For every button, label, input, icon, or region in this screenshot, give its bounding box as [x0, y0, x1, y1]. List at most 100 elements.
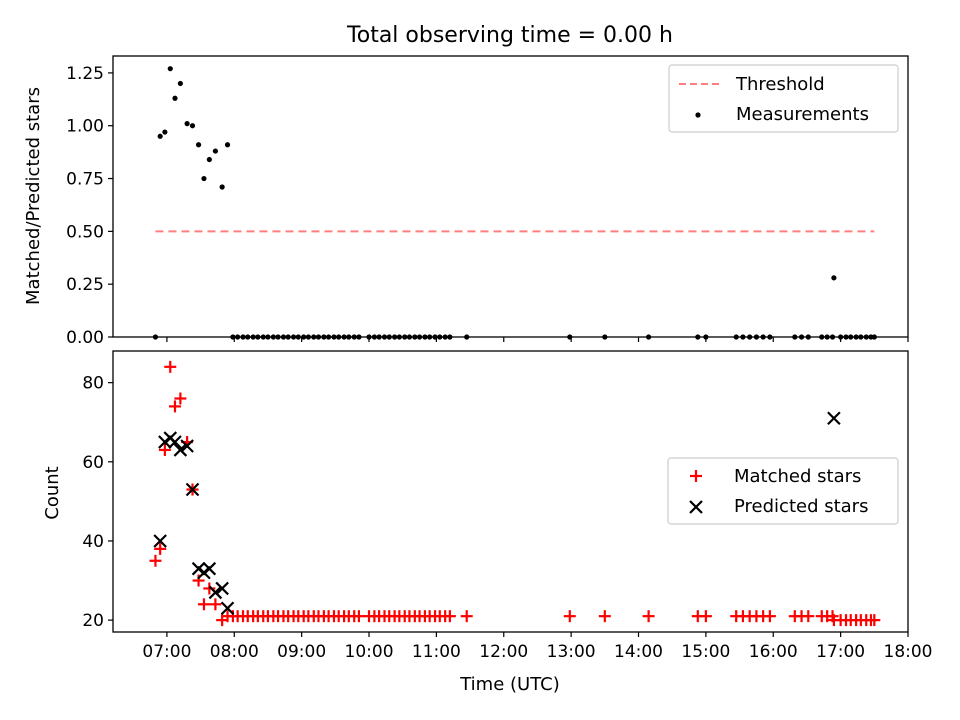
measurement-point — [871, 334, 877, 340]
predicted-star-point — [168, 435, 182, 449]
chart-title: Total observing time = 0.00 h — [346, 23, 673, 48]
measurement-point — [346, 334, 352, 340]
measurement-point — [447, 334, 453, 340]
count-legend-frame — [667, 457, 899, 525]
measurement-point — [162, 129, 168, 135]
measurement-point — [290, 334, 297, 340]
measurement-point — [305, 334, 311, 340]
x-tick-label: 13:00 — [547, 642, 596, 662]
measurement-point — [255, 334, 261, 340]
measurement-point — [829, 334, 836, 340]
count-legend: Matched stars Predicted stars — [667, 457, 899, 525]
ratio-x-axis — [166, 337, 909, 342]
predicted-legend-label: Predicted stars — [734, 496, 868, 517]
measurement-point — [767, 334, 773, 340]
predicted-star-point — [220, 601, 235, 616]
count-y-tick-label: 40 — [82, 532, 104, 552]
matched-star-point — [802, 610, 815, 623]
measurement-point — [464, 334, 470, 340]
measurement-point — [376, 334, 382, 340]
measurement-point — [189, 123, 196, 129]
measurement-point — [412, 334, 418, 340]
measurement-point — [427, 334, 433, 340]
x-tick-label: 14:00 — [614, 642, 663, 662]
ratio-legend: Threshold Measurements — [668, 64, 899, 133]
x-tick-label: 16:00 — [749, 642, 798, 662]
measurement-point — [311, 334, 317, 340]
x-tick-label: 11:00 — [412, 642, 461, 662]
measurement-point — [152, 334, 159, 340]
measurement-point — [843, 334, 849, 340]
predicted-star-point — [215, 581, 229, 596]
measurement-point — [831, 275, 837, 281]
ratio-y-tick-label: 1.00 — [66, 117, 104, 137]
measurement-point — [240, 334, 246, 340]
measurement-point — [371, 334, 378, 340]
x-tick-label: 17:00 — [816, 642, 865, 662]
measurement-point — [325, 334, 332, 340]
matched-star-point — [174, 392, 187, 405]
measurement-point — [315, 334, 322, 340]
matched-star-point — [763, 610, 776, 623]
matched-star-point — [352, 610, 365, 623]
measurement-point — [206, 156, 212, 163]
matched-star-point — [563, 610, 576, 623]
measurement-point — [733, 334, 739, 340]
measurement-point — [295, 334, 301, 340]
ratio-y-tick-label: 0.25 — [66, 275, 104, 295]
count-y-tick-label: 20 — [82, 611, 104, 631]
matched-star-point — [158, 443, 171, 456]
measurement-point — [201, 175, 207, 182]
count-y-axis-label: Count — [42, 466, 63, 519]
measurement-point — [275, 334, 281, 340]
measurement-point — [157, 133, 163, 139]
x-tick-label: 08:00 — [210, 642, 259, 662]
measurement-point — [798, 334, 805, 340]
measurement-point — [437, 334, 443, 340]
measurement-point — [177, 80, 183, 87]
x-tick-label: 07:00 — [142, 642, 191, 662]
matched-star-point — [868, 614, 881, 627]
predicted-star-point — [185, 482, 200, 497]
measurement-point — [819, 334, 825, 340]
x-tick-label: 18:00 — [884, 642, 933, 662]
measurements-legend-swatch — [695, 112, 701, 118]
predicted-star-point — [202, 561, 217, 576]
count-y-axis: 20 40 60 80 — [82, 374, 113, 631]
measurement-point — [321, 334, 327, 340]
measurement-point — [245, 334, 251, 340]
measurement-point — [824, 334, 830, 340]
measurement-point — [336, 334, 342, 340]
measurements-series — [152, 66, 877, 340]
measurement-point — [602, 334, 608, 340]
measurement-point — [285, 334, 291, 340]
measurement-point — [392, 334, 398, 340]
measurement-point — [224, 142, 231, 148]
measurement-point — [219, 184, 225, 190]
ratio-y-tick-label: 0.00 — [66, 328, 104, 348]
measurement-point — [402, 334, 408, 340]
matched-star-point — [164, 360, 177, 373]
matched-star-point — [203, 582, 216, 595]
measurement-point — [753, 334, 760, 340]
matched-star-point — [443, 610, 456, 623]
measurement-point — [356, 334, 362, 340]
predicted-star-point — [153, 534, 167, 548]
ratio-y-tick-label: 1.25 — [66, 64, 104, 84]
predicted-star-point — [208, 585, 223, 600]
measurement-point — [422, 334, 428, 340]
measurement-point — [848, 334, 854, 340]
predicted-star-point — [827, 411, 841, 426]
measurement-point — [212, 148, 219, 154]
measurement-point — [167, 66, 173, 72]
matched-star-point — [460, 610, 473, 623]
measurement-point — [351, 334, 357, 340]
predicted-stars-series — [153, 411, 841, 616]
measurement-point — [386, 334, 392, 340]
matched-legend-swatch — [690, 470, 702, 482]
measurement-point — [172, 95, 178, 101]
matched-star-point — [197, 598, 210, 611]
measurements-legend-label: Measurements — [736, 104, 869, 125]
measurement-point — [416, 334, 423, 340]
measurement-point — [858, 334, 864, 340]
